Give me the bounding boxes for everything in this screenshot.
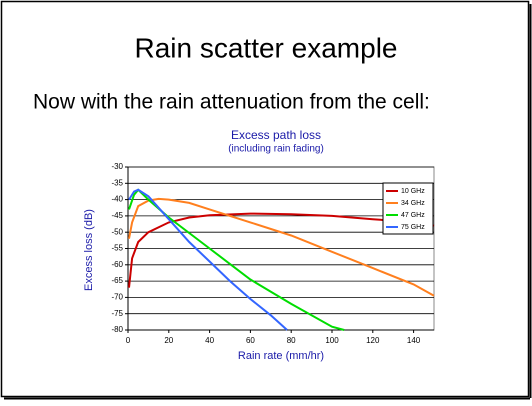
y-tick-label: -45 xyxy=(111,211,123,220)
y-tick-label: -80 xyxy=(111,325,123,334)
series-line xyxy=(128,212,435,288)
legend-label: 34 GHz xyxy=(401,200,425,207)
x-tick-label: 100 xyxy=(325,336,339,345)
chart-title: Excess path loss xyxy=(231,128,321,142)
y-tick-label: -65 xyxy=(111,276,123,285)
chart-subtitle: (including rain fading) xyxy=(228,144,324,155)
y-tick-label: -40 xyxy=(111,195,123,204)
y-tick-label: -60 xyxy=(111,260,123,269)
series-line xyxy=(128,197,435,297)
x-tick-label: 0 xyxy=(126,336,131,345)
y-tick-label: -70 xyxy=(111,293,123,302)
x-tick-label: 20 xyxy=(164,336,173,345)
legend-label: 10 GHz xyxy=(401,188,425,195)
y-tick-label: -75 xyxy=(111,309,123,318)
y-tick-label: -30 xyxy=(111,162,123,171)
series-line xyxy=(128,188,345,331)
x-tick-label: 40 xyxy=(205,336,214,345)
x-axis-label: Rain rate (mm/hr) xyxy=(238,350,324,362)
y-tick-label: -50 xyxy=(111,227,123,236)
x-tick-label: 140 xyxy=(407,336,421,345)
series-line xyxy=(128,188,288,331)
slide-subtitle: Now with the rain attenuation from the c… xyxy=(33,91,430,114)
x-tick-label: 60 xyxy=(246,336,255,345)
legend-label: 47 GHz xyxy=(401,212,425,219)
slide-title: Rain scatter example xyxy=(134,32,397,63)
legend-label: 75 GHz xyxy=(401,224,425,231)
x-tick-label: 80 xyxy=(287,336,296,345)
x-tick-label: 120 xyxy=(366,336,380,345)
y-axis-label: Excess loss (dB) xyxy=(83,209,95,291)
y-tick-label: -55 xyxy=(111,244,123,253)
y-tick-label: -35 xyxy=(111,178,123,187)
